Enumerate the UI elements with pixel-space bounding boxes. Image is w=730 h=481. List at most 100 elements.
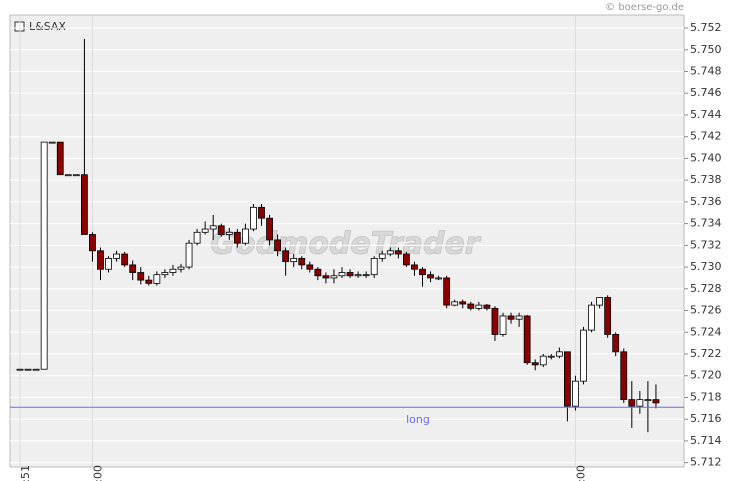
candle-body (427, 274, 434, 279)
candle-body (314, 268, 322, 277)
y-tick-label: 5.734 (690, 217, 722, 230)
candle-body (16, 368, 24, 371)
y-tick-label: 5.736 (690, 195, 722, 208)
candle-body (145, 279, 153, 284)
candle-body (378, 253, 386, 259)
candle-body (298, 257, 306, 266)
candle-body (604, 297, 612, 335)
candle-body (620, 351, 628, 401)
candle-body (411, 264, 418, 270)
candle-body (97, 250, 104, 270)
candle-body (467, 303, 475, 309)
y-tick-label: 5.738 (690, 173, 722, 186)
candle-body (169, 268, 177, 273)
candle-body (217, 225, 225, 235)
candle-body (322, 275, 330, 279)
candle-body (515, 315, 523, 320)
candle-body (507, 315, 515, 320)
candle-body (572, 380, 579, 407)
candle-body (258, 206, 265, 219)
y-tick-label: 5.728 (690, 282, 722, 295)
candle-body (459, 301, 467, 305)
candle-body (177, 266, 185, 270)
candle-body (209, 225, 217, 230)
candle-body (588, 304, 595, 331)
candle-body (185, 242, 193, 268)
signal-label: long (406, 413, 430, 426)
candle-body (612, 334, 620, 353)
candle-body (56, 141, 64, 176)
candle-body (362, 274, 370, 277)
candle-body (40, 141, 48, 370)
candle-body (596, 297, 603, 306)
y-tick-label: 5.750 (690, 43, 722, 56)
candle-body (644, 399, 652, 402)
credit: © boerse-go.de (605, 2, 684, 13)
y-tick-label: 5.748 (690, 65, 722, 78)
candle-body (564, 351, 571, 407)
candle-body (338, 272, 346, 277)
y-tick-label: 5.720 (690, 369, 722, 382)
candle-body (555, 351, 563, 357)
candle-body (89, 234, 96, 252)
candle-body (419, 268, 426, 276)
y-tick-label: 5.732 (690, 238, 722, 251)
candle-body (580, 329, 587, 382)
candle-body (72, 174, 80, 177)
candle-body (539, 355, 547, 366)
y-tick-label: 5.724 (690, 325, 722, 338)
candle-body (370, 257, 378, 276)
x-tick-label: 08:00 (91, 465, 104, 481)
candle-body (491, 307, 499, 335)
candle-body (483, 304, 491, 309)
candle-body (330, 275, 338, 279)
y-tick-label: 5.740 (690, 151, 722, 164)
candle-body (24, 368, 32, 371)
candle-body (81, 174, 88, 235)
candle-body (451, 301, 459, 306)
y-tick-label: 5.742 (690, 130, 722, 143)
x-tick-label: 09:00 (574, 465, 587, 481)
candle-body (499, 315, 507, 335)
candle-body (306, 264, 314, 270)
candle-body (628, 399, 636, 407)
candle-body (386, 250, 394, 255)
y-tick-label: 5.752 (690, 21, 722, 34)
candle-body (64, 174, 72, 177)
candle-body (161, 272, 169, 276)
candle-body (475, 304, 483, 309)
candle-body (346, 272, 354, 277)
candle-body (105, 257, 112, 270)
legend-title: L&SAX (29, 20, 66, 33)
y-tick-label: 5.726 (690, 304, 722, 317)
y-tick-label: 5.714 (690, 434, 722, 447)
watermark: GodmodeTrader (210, 227, 481, 262)
plot-area (9, 14, 685, 468)
candle-body (129, 264, 137, 273)
candle-body (137, 272, 145, 281)
candle-body (266, 217, 273, 241)
candle-body (274, 239, 282, 252)
candle-body (547, 355, 555, 358)
y-tick-label: 5.746 (690, 86, 722, 99)
candle-body (282, 250, 290, 263)
candle-body (153, 274, 161, 284)
candle-body (48, 141, 56, 144)
candle-body (394, 250, 402, 255)
y-tick-label: 5.712 (690, 456, 722, 469)
candle-body (201, 228, 209, 233)
candle-body (402, 253, 410, 266)
y-tick-label: 5.744 (690, 108, 722, 121)
candle-body (531, 362, 539, 366)
candle-body (523, 315, 531, 364)
y-tick-label: 5.716 (690, 412, 722, 425)
candle-body (193, 231, 201, 244)
candle-body (121, 253, 129, 266)
candle-body (435, 277, 443, 280)
candle-body (636, 399, 644, 407)
candle-body (250, 206, 257, 230)
candle-body (32, 368, 40, 371)
candle-body (233, 231, 241, 244)
candle-body (225, 231, 233, 235)
